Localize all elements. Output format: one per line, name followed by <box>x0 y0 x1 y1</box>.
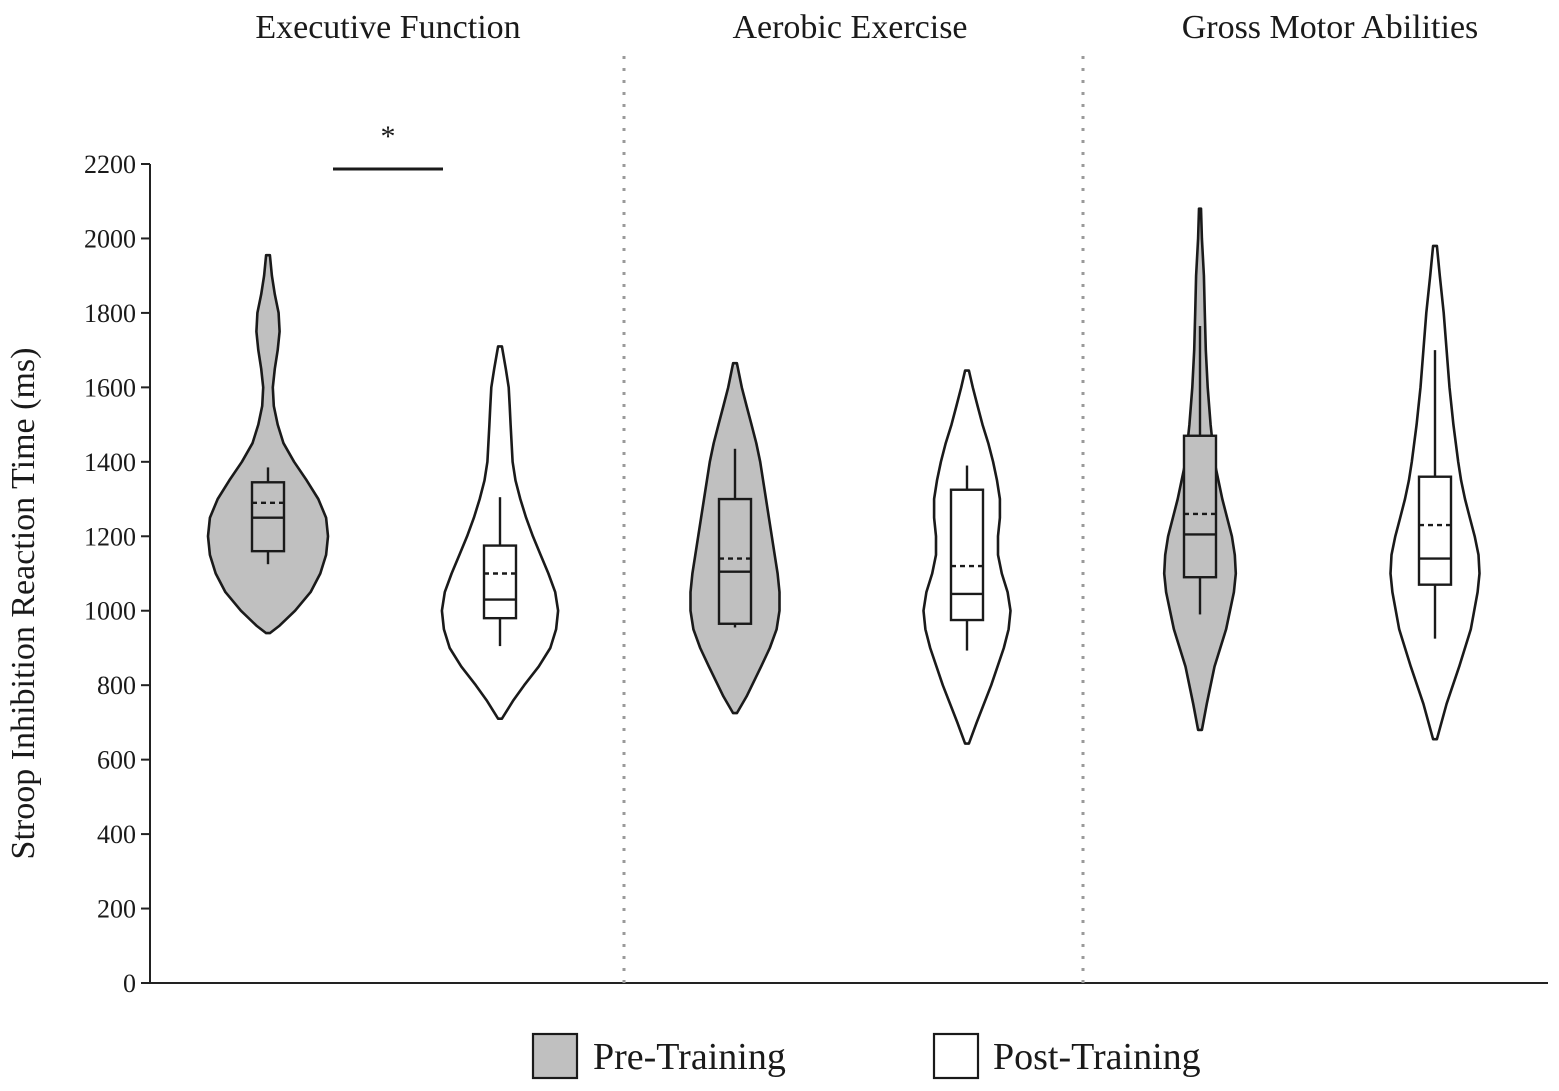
panel-title: Gross Motor Abilities <box>1182 9 1479 46</box>
y-tick-label: 400 <box>97 820 136 849</box>
y-tick-label: 0 <box>123 969 136 998</box>
violin-shape <box>206 253 330 635</box>
y-tick-label: 600 <box>97 746 136 775</box>
violins <box>206 207 1481 745</box>
violin-group <box>1389 244 1481 741</box>
panel-title: Executive Function <box>255 9 520 46</box>
axes: 0 200 400 600 800 1000 1200 1400 1600 1800 2000 220… <box>5 56 1548 998</box>
y-tick-label: 1200 <box>84 522 136 551</box>
legend-swatch <box>932 1032 980 1080</box>
y-tick-label: 1800 <box>84 299 136 328</box>
legend-label: Pre-Training <box>593 1036 786 1078</box>
y-tick-label: 2000 <box>84 224 136 253</box>
legend-swatch <box>531 1032 579 1080</box>
y-axis-title: Stroop Inhibition Reaction Time (ms) <box>5 348 42 860</box>
y-tick-label: 1000 <box>84 597 136 626</box>
violin-group <box>1162 207 1238 732</box>
panel-titles: Executive Function Aerobic Exercise Gross … <box>255 9 1478 46</box>
y-tick-label: 1400 <box>84 448 136 477</box>
significance-marker: * <box>381 120 396 153</box>
y-tick-label: 1600 <box>84 373 136 402</box>
box <box>482 544 518 620</box>
legend: Pre-Training Post-Training <box>531 1032 1201 1080</box>
y-tick-label: 200 <box>97 895 136 924</box>
panel-title: Aerobic Exercise <box>732 9 967 46</box>
violin-group <box>922 369 1012 745</box>
box <box>1417 475 1453 586</box>
violin-group <box>206 253 330 635</box>
box <box>1182 434 1218 579</box>
significance-annotation: * <box>333 120 443 171</box>
legend-label: Post-Training <box>993 1036 1201 1078</box>
violin-group <box>440 345 560 720</box>
box <box>949 488 985 622</box>
y-tick-label: 2200 <box>84 150 136 179</box>
violin-group <box>689 361 781 715</box>
box <box>717 497 753 625</box>
y-tick-label: 800 <box>97 671 136 700</box>
